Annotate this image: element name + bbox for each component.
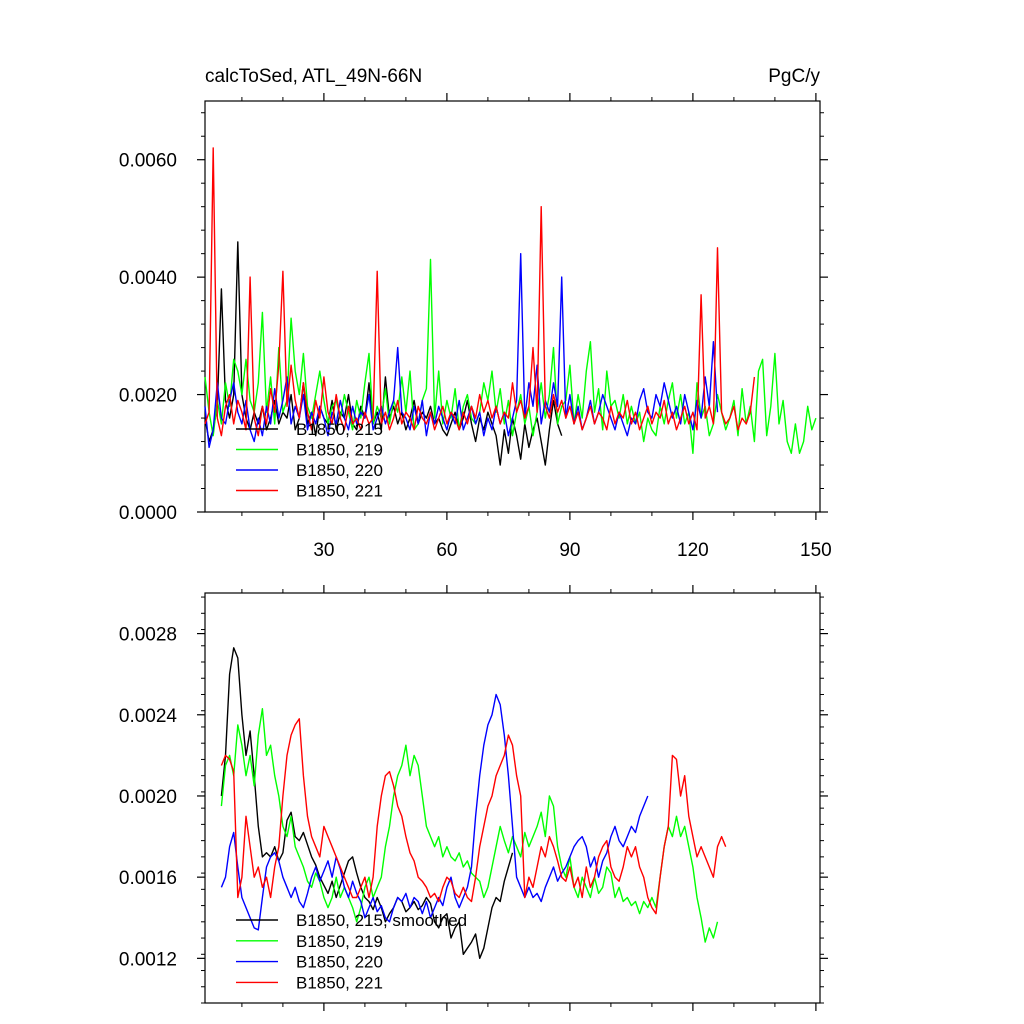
y-tick-label: 0.0012 (119, 949, 177, 970)
legend-label-3: B1850, 221 (296, 973, 383, 992)
x-tick-label: 60 (436, 540, 457, 561)
y-tick-label: 0.0016 (119, 868, 177, 889)
chart-title: calcToSed, ATL_49N-66N (205, 66, 422, 87)
y-tick-label: 0.0000 (119, 503, 177, 524)
x-tick-label: 150 (800, 540, 832, 561)
legend-label-2: B1850, 220 (296, 953, 383, 972)
series-line-2 (204, 252, 719, 449)
series-line-1 (220, 708, 719, 943)
x-tick-label: 30 (313, 540, 334, 561)
legend-label-0: B1850, 215, smoothed (296, 911, 467, 930)
top-panel-raw-series: 30 60 90 120 150 0.0000 0.0020 0.0040 0.0060 B185… (119, 93, 832, 561)
legend-label-0: B1850, 215 (296, 420, 383, 439)
legend-label-1: B1850, 219 (296, 441, 383, 460)
series-line-3 (204, 147, 756, 437)
y-tick-label: 0.0060 (119, 151, 177, 172)
y-tick-label: 0.0028 (119, 625, 177, 646)
y-tick-label: 0.0020 (119, 787, 177, 808)
y-tick-label: 0.0040 (119, 268, 177, 289)
units-label: PgC/y (768, 66, 820, 87)
plot-frame (204, 100, 821, 513)
series-line-3 (220, 718, 727, 915)
x-tick-label: 120 (677, 540, 709, 561)
series-line-2 (220, 693, 649, 931)
series-line-0 (220, 647, 514, 959)
y-tick-label: 0.0024 (119, 706, 178, 727)
legend-label-3: B1850, 221 (296, 482, 383, 501)
bottom-panel-smoothed-series: 0.0012 0.0016 0.0020 0.0024 0.0028 B1850, 215… (119, 585, 828, 1011)
x-tick-label: 90 (559, 540, 580, 561)
legend-label-2: B1850, 220 (296, 461, 383, 480)
y-tick-label: 0.0020 (119, 386, 177, 407)
plot-frame (204, 592, 821, 1004)
legend-label-1: B1850, 219 (296, 932, 383, 951)
